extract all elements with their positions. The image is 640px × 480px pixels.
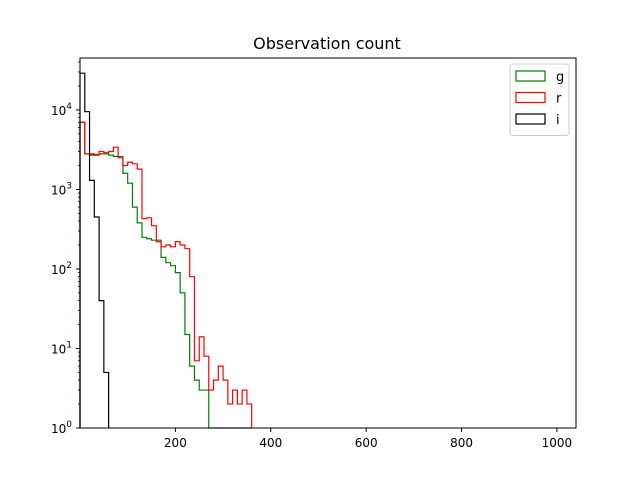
plot-frame bbox=[79, 57, 577, 429]
legend-swatch-r bbox=[515, 91, 546, 104]
x-tick-label-1000: 1000 bbox=[542, 436, 573, 450]
legend-label-i: i bbox=[556, 113, 560, 128]
x-tick-label-600: 600 bbox=[355, 436, 378, 450]
y-tick-label-1: 100 bbox=[51, 420, 72, 436]
y-tick-label-10000: 104 bbox=[51, 102, 72, 118]
y-tick-label-10: 101 bbox=[51, 340, 72, 356]
series-layer bbox=[79, 72, 253, 429]
chart-title: Observation count bbox=[253, 34, 401, 53]
series-i-line bbox=[79, 72, 110, 428]
series-r-line bbox=[79, 121, 253, 428]
x-axis: 200 400 600 800 1000 bbox=[164, 428, 572, 450]
legend-swatch-i bbox=[515, 113, 546, 125]
x-tick-label-200: 200 bbox=[164, 436, 187, 450]
legend: gri bbox=[509, 63, 570, 136]
legend-label-r: r bbox=[556, 92, 562, 107]
x-tick-label-400: 400 bbox=[259, 436, 282, 450]
legend-box bbox=[509, 63, 570, 136]
legend-swatch-g bbox=[515, 70, 546, 82]
x-tick-label-800: 800 bbox=[450, 436, 473, 450]
y-tick-label-1000: 103 bbox=[51, 181, 72, 197]
legend-label-g: g bbox=[556, 70, 564, 85]
y-axis: 100 101 102 103 104 bbox=[51, 61, 80, 436]
y-tick-label-100: 102 bbox=[51, 261, 72, 277]
